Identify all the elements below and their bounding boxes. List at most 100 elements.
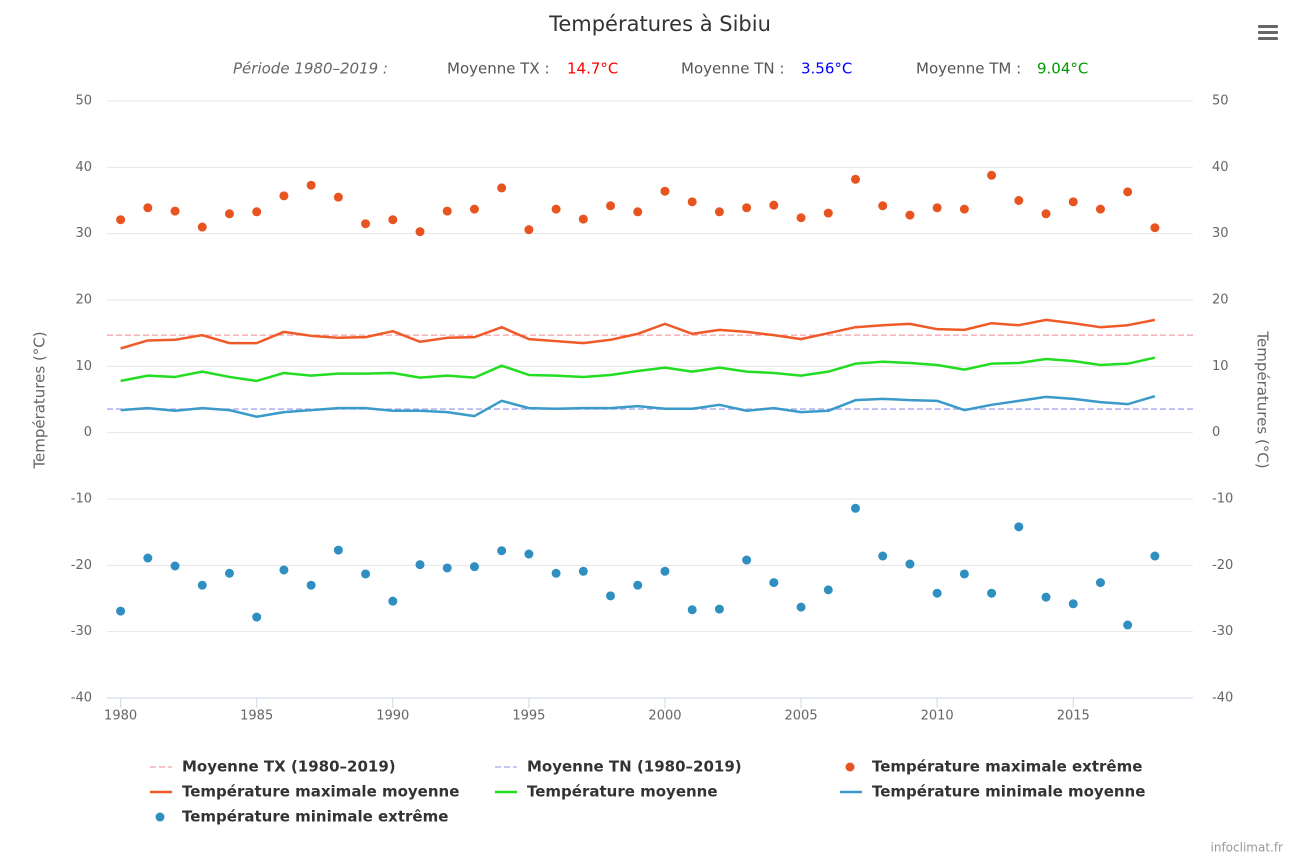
scatter-point: [959, 204, 969, 214]
legend-item[interactable]: Température minimale moyenne: [840, 783, 1145, 801]
y2-tick-label: 20: [1212, 293, 1229, 308]
x-tick-label: 2000: [648, 709, 681, 724]
legend-item[interactable]: Température maximale moyenne: [150, 783, 459, 801]
scatter-point: [224, 568, 234, 578]
y-tick-label: 20: [75, 293, 92, 308]
scatter-point: [687, 197, 697, 207]
scatter-point: [170, 561, 180, 571]
scatter-point: [197, 222, 207, 232]
scatter-point: [442, 563, 452, 573]
series-line: [120, 356, 1156, 383]
x-tick-label: 1985: [240, 709, 273, 724]
scatter-point: [878, 551, 888, 561]
subtitle-label: Moyenne TX :: [447, 60, 550, 78]
credit: infoclimat.fr: [1211, 841, 1284, 855]
scatter-point: [469, 562, 479, 572]
scatter-point: [1123, 187, 1133, 197]
scatter-point: [224, 209, 234, 219]
scatter-point: [660, 566, 670, 576]
menu-icon[interactable]: [1258, 25, 1278, 40]
scatter-point: [850, 503, 860, 513]
scatter-point: [306, 580, 316, 590]
scatter-point: [1095, 204, 1105, 214]
scatter-point: [279, 565, 289, 575]
scatter-point: [415, 560, 425, 570]
scatter-point: [578, 214, 588, 224]
y-tick-label: 0: [84, 425, 92, 440]
y2-tick-label: -20: [1212, 558, 1233, 573]
y2-tick-label: -40: [1212, 691, 1233, 706]
subtitle-label: Moyenne TM :: [916, 60, 1021, 78]
scatter-point: [442, 206, 452, 216]
legend-item[interactable]: Température maximale extrême: [845, 758, 1143, 776]
x-tick-label: 1990: [376, 709, 409, 724]
x-tick-label: 2005: [785, 709, 818, 724]
scatter-point: [497, 183, 507, 193]
scatter-point: [497, 546, 507, 556]
x-tick-label: 1995: [512, 709, 545, 724]
scatter-point: [1014, 196, 1024, 205]
scatter-point: [1041, 209, 1051, 219]
scatter-point: [633, 580, 643, 590]
subtitle-label: Moyenne TN :: [681, 60, 784, 78]
scatter-point: [660, 186, 670, 196]
scatter-point: [333, 192, 343, 202]
y-tick-label: 10: [75, 359, 92, 374]
scatter-point: [1014, 522, 1024, 532]
y-tick-label: -30: [71, 624, 92, 639]
scatter-point: [796, 602, 806, 612]
scatter-point: [606, 591, 616, 601]
scatter-point: [388, 215, 398, 225]
subtitle-value: 3.56°C: [801, 60, 852, 78]
legend-symbol: [155, 812, 165, 822]
scatter-point: [987, 170, 997, 180]
scatter-point: [361, 569, 371, 579]
series-line: [120, 394, 1156, 418]
scatter-point: [578, 566, 588, 576]
scatter-point: [878, 201, 888, 211]
y-tick-label: 40: [75, 160, 92, 175]
scatter-point: [306, 180, 316, 190]
legend-item[interactable]: Moyenne TX (1980–2019): [150, 758, 396, 776]
scatter-point: [769, 200, 779, 210]
legend-item[interactable]: Température minimale extrême: [155, 808, 449, 826]
scatter-point: [1150, 223, 1160, 233]
scatter-point: [1150, 551, 1160, 561]
scatter-point: [1068, 599, 1078, 609]
legend-label: Température minimale moyenne: [872, 783, 1145, 801]
scatter-point: [905, 559, 915, 569]
y2-tick-label: -30: [1212, 624, 1233, 639]
scatter-point: [1041, 592, 1051, 602]
legend-item[interactable]: Température moyenne: [495, 783, 718, 801]
y-axis-title: Températures (°C): [31, 331, 49, 469]
series-line: [120, 318, 1156, 350]
scatter-point: [1095, 578, 1105, 588]
scatter-point: [415, 227, 425, 237]
y-tick-label: -40: [71, 691, 92, 706]
scatter-point: [987, 588, 997, 598]
scatter-point: [769, 578, 779, 588]
scatter-point: [796, 213, 806, 223]
scatter-point: [524, 225, 534, 235]
scatter-point: [823, 585, 833, 595]
y-tick-label: -10: [71, 492, 92, 507]
legend-label: Température maximale moyenne: [182, 783, 459, 801]
scatter-point: [850, 174, 860, 184]
x-tick-label: 2010: [921, 709, 954, 724]
y-tick-label: 30: [75, 226, 92, 241]
scatter-point: [714, 207, 724, 217]
scatter-point: [252, 207, 262, 217]
scatter-point: [116, 606, 126, 616]
scatter-point: [333, 545, 343, 555]
scatter-point: [116, 215, 126, 225]
scatter-point: [551, 204, 561, 214]
legend-label: Température minimale extrême: [182, 808, 448, 826]
scatter-point: [932, 203, 942, 213]
scatter-point: [551, 568, 561, 578]
legend-label: Moyenne TX (1980–2019): [182, 758, 396, 776]
legend-label: Température maximale extrême: [872, 758, 1142, 776]
scatter-point: [252, 612, 262, 622]
legend-item[interactable]: Moyenne TN (1980–2019): [495, 758, 742, 776]
y2-tick-label: -10: [1212, 492, 1233, 507]
scatter-point: [469, 204, 479, 214]
